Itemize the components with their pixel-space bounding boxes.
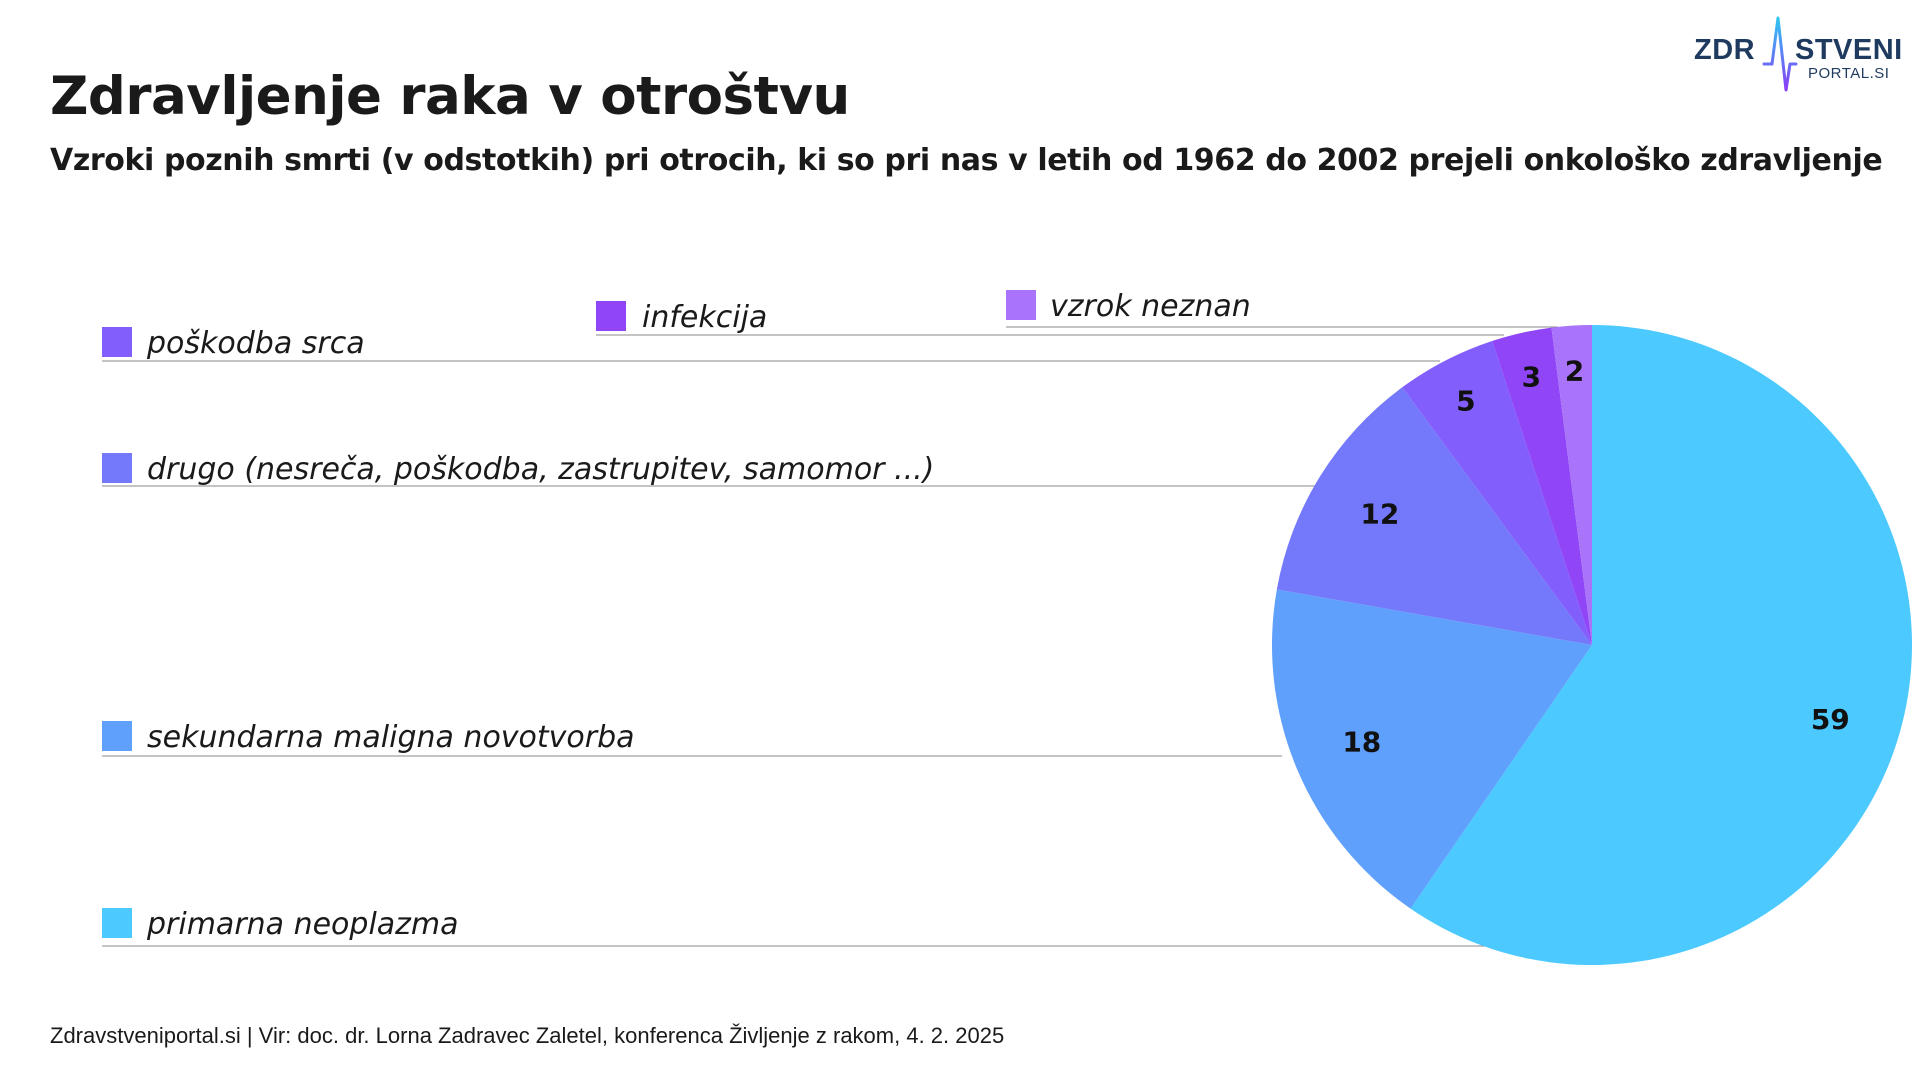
pie-slice-2 <box>1271 589 1592 909</box>
value-label-slice-3: 12 <box>1360 497 1399 530</box>
pie-slice-3 <box>1276 387 1592 645</box>
logo-text-left: ZDR <box>1694 34 1756 66</box>
value-label-slice-2: 18 <box>1342 725 1381 758</box>
legend-label-slice-1: primarna neoplazma <box>146 907 459 942</box>
legend-label-slice-3: drugo (nesreča, poškodba, zastrupitev, s… <box>147 452 934 487</box>
logo-subtext: PORTAL.SI <box>1808 65 1890 82</box>
pulse-icon <box>1762 16 1798 92</box>
value-label-slice-5: 3 <box>1522 361 1541 394</box>
legend: primarna neoplazma sekundarna maligna nov… <box>102 289 1251 942</box>
zdravstveni-portal-logo[interactable]: ZDR STVENI PORTAL.SI <box>1692 12 1902 92</box>
logo-text-right: STVENI <box>1795 34 1903 66</box>
pie-slice-5 <box>1492 327 1592 645</box>
pie-slice-1 <box>1410 325 1912 966</box>
chart-title: Zdravljenje raka v otroštvu <box>50 66 850 127</box>
pie-slice-6 <box>1551 324 1592 645</box>
legend-swatch-slice-6 <box>1006 290 1036 320</box>
legend-label-slice-4: poškodba srca <box>146 326 365 361</box>
pie-slices <box>1271 324 1912 966</box>
leader-lines <box>102 326 1558 947</box>
slice-value-labels: 59 18 12 5 3 2 <box>1342 354 1849 758</box>
source-footer: Zdravstveniportal.si | Vir: doc. dr. Lor… <box>50 1023 1005 1048</box>
value-label-slice-6: 2 <box>1565 354 1584 387</box>
legend-swatch-slice-5 <box>596 301 626 331</box>
legend-swatch-slice-4 <box>102 327 132 357</box>
legend-swatch-slice-3 <box>102 453 132 483</box>
legend-swatch-slice-2 <box>102 721 132 751</box>
legend-label-slice-6: vzrok neznan <box>1050 289 1251 324</box>
value-label-slice-4: 5 <box>1456 384 1475 417</box>
pie-chart: 59 18 12 5 3 2 primarna neoplazma sekundarna ma… <box>102 289 1912 966</box>
chart-subtitle: Vzroki poznih smrti (v odstotkih) pri ot… <box>50 143 1883 178</box>
legend-swatch-slice-1 <box>102 908 132 938</box>
legend-label-slice-5: infekcija <box>642 300 767 335</box>
legend-label-slice-2: sekundarna maligna novotvorba <box>147 720 635 755</box>
value-label-slice-1: 59 <box>1811 703 1850 736</box>
pie-slice-4 <box>1402 340 1592 645</box>
